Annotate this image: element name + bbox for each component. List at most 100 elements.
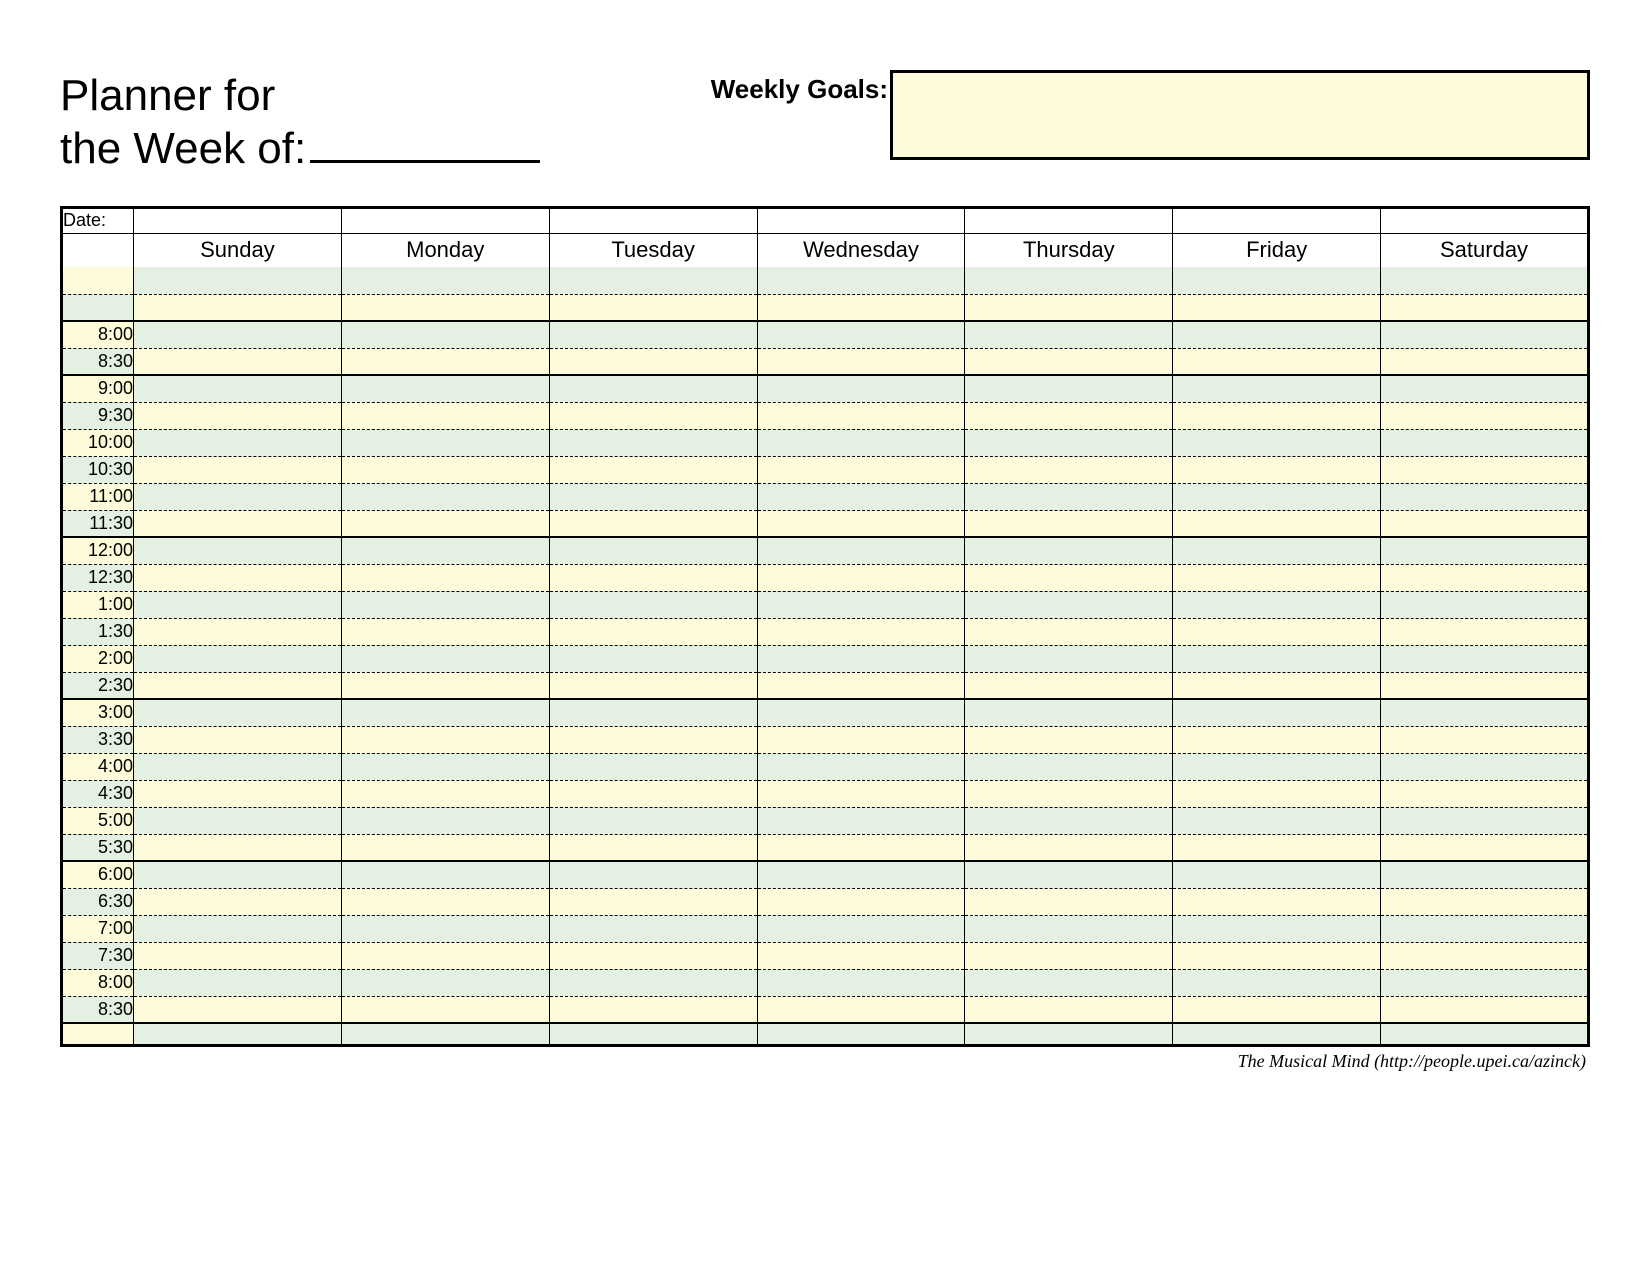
planner-slot[interactable] — [965, 834, 1173, 861]
planner-slot[interactable] — [757, 429, 965, 456]
planner-slot[interactable] — [341, 861, 549, 888]
planner-slot[interactable] — [549, 294, 757, 321]
planner-slot[interactable] — [1173, 483, 1381, 510]
planner-slot[interactable] — [549, 537, 757, 564]
planner-slot[interactable] — [965, 645, 1173, 672]
planner-slot[interactable] — [134, 591, 342, 618]
planner-slot[interactable] — [757, 294, 965, 321]
planner-slot[interactable] — [757, 537, 965, 564]
planner-slot[interactable] — [1381, 267, 1589, 294]
planner-slot[interactable] — [341, 294, 549, 321]
planner-slot[interactable] — [341, 645, 549, 672]
planner-slot[interactable] — [134, 348, 342, 375]
planner-slot[interactable] — [341, 699, 549, 726]
planner-slot[interactable] — [549, 834, 757, 861]
planner-slot[interactable] — [757, 915, 965, 942]
planner-slot[interactable] — [965, 429, 1173, 456]
planner-slot[interactable] — [341, 726, 549, 753]
planner-slot[interactable] — [965, 942, 1173, 969]
planner-slot[interactable] — [341, 537, 549, 564]
planner-slot[interactable] — [1381, 510, 1589, 537]
planner-slot[interactable] — [341, 456, 549, 483]
planner-slot[interactable] — [549, 672, 757, 699]
planner-slot[interactable] — [1381, 672, 1589, 699]
planner-slot[interactable] — [757, 456, 965, 483]
planner-slot[interactable] — [134, 618, 342, 645]
planner-slot[interactable] — [549, 267, 757, 294]
planner-slot[interactable] — [1173, 537, 1381, 564]
planner-slot[interactable] — [1381, 996, 1589, 1023]
planner-slot[interactable] — [757, 780, 965, 807]
planner-slot[interactable] — [549, 942, 757, 969]
planner-slot[interactable] — [1173, 942, 1381, 969]
planner-slot[interactable] — [965, 969, 1173, 996]
planner-slot[interactable] — [965, 375, 1173, 402]
planner-slot[interactable] — [1173, 834, 1381, 861]
week-of-blank-line[interactable] — [310, 160, 540, 163]
planner-slot[interactable] — [965, 807, 1173, 834]
planner-slot[interactable] — [965, 672, 1173, 699]
planner-slot[interactable] — [549, 753, 757, 780]
planner-slot[interactable] — [341, 888, 549, 915]
planner-slot[interactable] — [549, 429, 757, 456]
planner-slot[interactable] — [965, 402, 1173, 429]
planner-slot[interactable] — [1173, 726, 1381, 753]
planner-slot[interactable] — [965, 537, 1173, 564]
planner-slot[interactable] — [757, 321, 965, 348]
planner-slot[interactable] — [1381, 726, 1589, 753]
planner-slot[interactable] — [134, 969, 342, 996]
planner-slot[interactable] — [134, 375, 342, 402]
planner-slot[interactable] — [549, 915, 757, 942]
planner-slot[interactable] — [549, 807, 757, 834]
planner-slot[interactable] — [134, 456, 342, 483]
planner-slot[interactable] — [1381, 591, 1589, 618]
planner-slot[interactable] — [1173, 267, 1381, 294]
planner-slot[interactable] — [549, 483, 757, 510]
planner-slot[interactable] — [1381, 888, 1589, 915]
planner-slot[interactable] — [757, 510, 965, 537]
planner-slot[interactable] — [757, 402, 965, 429]
planner-slot[interactable] — [1173, 915, 1381, 942]
planner-slot[interactable] — [134, 726, 342, 753]
planner-slot[interactable] — [341, 780, 549, 807]
planner-slot[interactable] — [1173, 564, 1381, 591]
planner-slot[interactable] — [549, 726, 757, 753]
planner-slot[interactable] — [134, 429, 342, 456]
planner-slot[interactable] — [1173, 753, 1381, 780]
planner-slot[interactable] — [757, 888, 965, 915]
planner-slot[interactable] — [757, 807, 965, 834]
planner-slot[interactable] — [134, 753, 342, 780]
planner-slot[interactable] — [341, 564, 549, 591]
planner-slot[interactable] — [341, 402, 549, 429]
planner-slot[interactable] — [965, 699, 1173, 726]
planner-slot[interactable] — [757, 348, 965, 375]
planner-slot[interactable] — [965, 348, 1173, 375]
planner-slot[interactable] — [965, 915, 1173, 942]
planner-slot[interactable] — [965, 294, 1173, 321]
planner-slot[interactable] — [134, 645, 342, 672]
planner-slot[interactable] — [1381, 537, 1589, 564]
planner-slot[interactable] — [1173, 996, 1381, 1023]
planner-slot[interactable] — [134, 294, 342, 321]
planner-slot[interactable] — [1173, 456, 1381, 483]
planner-slot[interactable] — [1381, 645, 1589, 672]
planner-slot[interactable] — [965, 996, 1173, 1023]
planner-slot[interactable] — [341, 267, 549, 294]
planner-slot[interactable] — [1381, 780, 1589, 807]
planner-slot[interactable] — [757, 591, 965, 618]
planner-slot[interactable] — [1173, 402, 1381, 429]
planner-slot[interactable] — [1173, 780, 1381, 807]
planner-slot[interactable] — [1381, 753, 1589, 780]
planner-slot[interactable] — [1381, 321, 1589, 348]
planner-slot[interactable] — [757, 996, 965, 1023]
planner-slot[interactable] — [134, 888, 342, 915]
planner-slot[interactable] — [341, 807, 549, 834]
planner-slot[interactable] — [1381, 483, 1589, 510]
planner-slot[interactable] — [134, 780, 342, 807]
planner-slot[interactable] — [965, 780, 1173, 807]
planner-slot[interactable] — [965, 861, 1173, 888]
planner-slot[interactable] — [965, 888, 1173, 915]
planner-slot[interactable] — [134, 834, 342, 861]
planner-slot[interactable] — [1173, 645, 1381, 672]
planner-slot[interactable] — [757, 267, 965, 294]
